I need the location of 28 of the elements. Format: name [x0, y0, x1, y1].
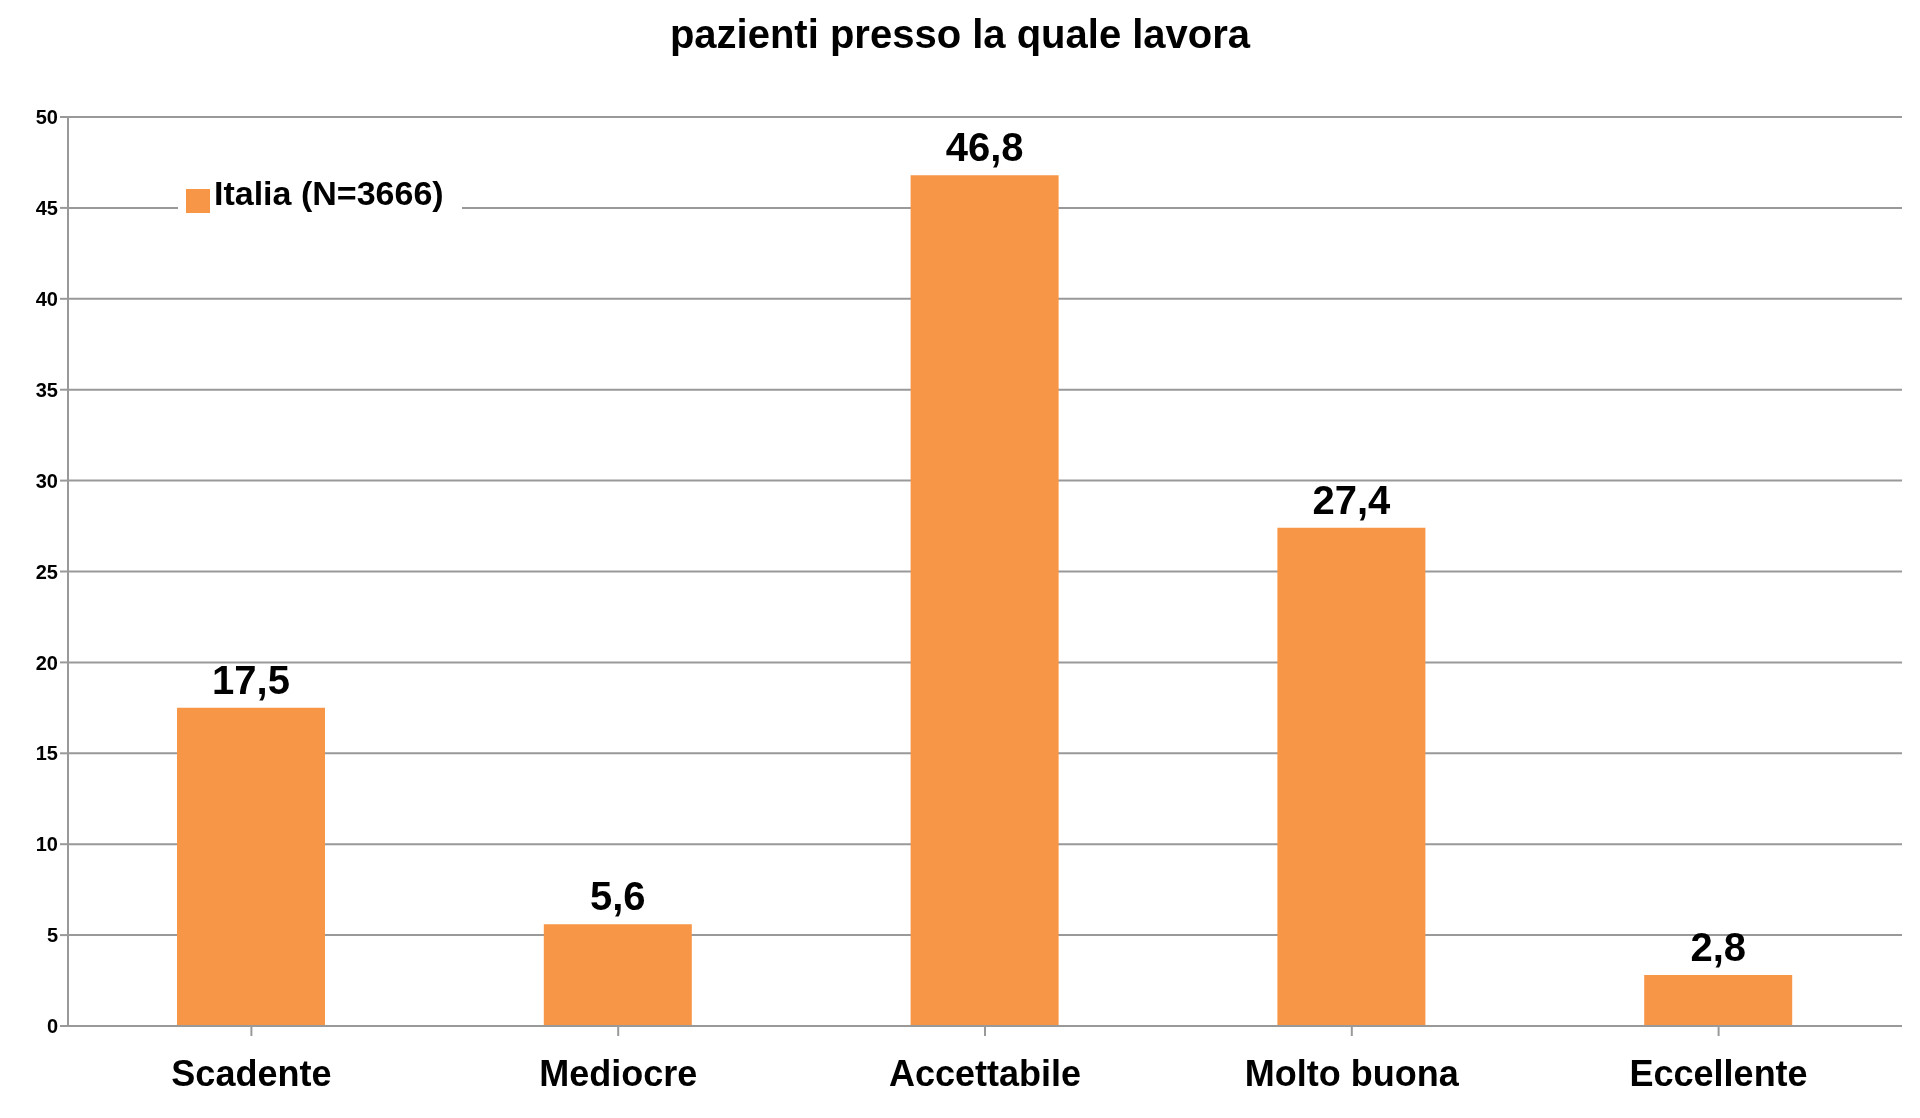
y-tick-label: 40 — [35, 287, 58, 310]
bar — [910, 175, 1059, 1026]
bar — [543, 924, 692, 1026]
text: 27,4 — [1312, 477, 1391, 522]
y-tick-label: 50 — [35, 106, 58, 129]
y-tick-label: 35 — [35, 378, 58, 401]
text: 17,5 — [212, 657, 290, 702]
bar — [1277, 527, 1426, 1026]
y-tick-label: 0 — [46, 1015, 58, 1038]
x-tick-label: Eccellente — [1629, 1052, 1808, 1094]
legend-label: Italia (N=3666) — [214, 174, 444, 212]
y-tick-label: 20 — [35, 651, 58, 674]
x-tick-label: Mediocre — [539, 1052, 698, 1094]
text: 46,8 — [945, 125, 1024, 170]
x-tick-label: Molto buona — [1244, 1052, 1460, 1094]
y-tick-label: 10 — [35, 833, 58, 856]
text: 2,8 — [1690, 925, 1746, 970]
x-tick-label: Scadente — [171, 1052, 332, 1094]
y-tick-label: 5 — [46, 924, 58, 947]
chart-title: pazienti presso la quale lavora — [668, 11, 1252, 58]
y-tick-label: 30 — [35, 469, 58, 492]
y-tick-label: 25 — [35, 560, 58, 583]
y-tick-label: 45 — [35, 197, 58, 219]
text: 5,6 — [590, 874, 646, 919]
bar — [1644, 975, 1793, 1026]
y-tick-label: 15 — [35, 742, 58, 765]
bar — [177, 707, 325, 1026]
x-tick-label: Accettabile — [888, 1052, 1082, 1094]
